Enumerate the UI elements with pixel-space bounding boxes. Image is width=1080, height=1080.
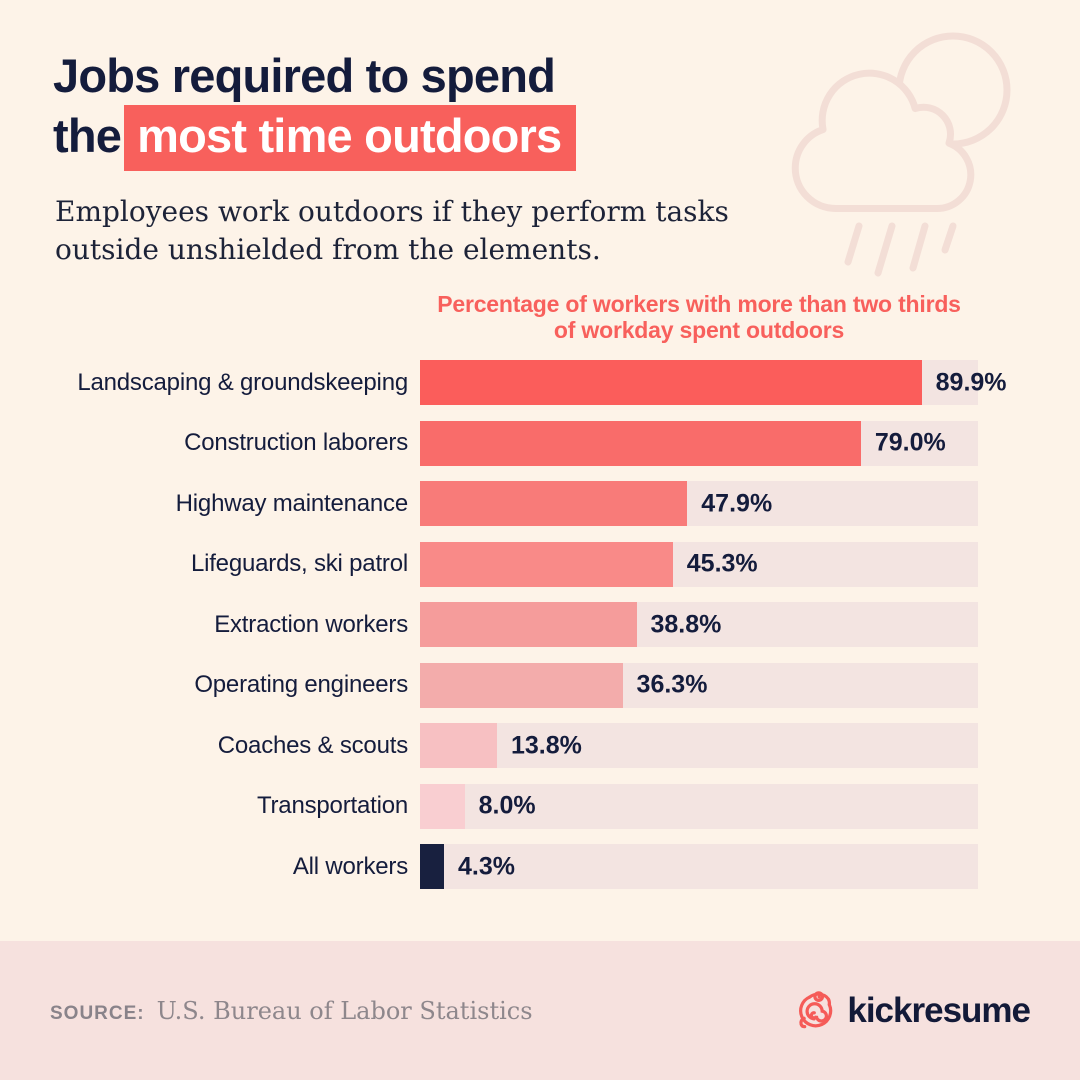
category-label: Highway maintenance [175, 489, 409, 517]
footer: SOURCE: U.S. Bureau of Labor Statistics … [0, 941, 1080, 1080]
value-label: 47.9% [701, 489, 773, 517]
bar-row: Landscaping & groundskeeping 89.9% [0, 360, 1010, 405]
chart-caption: Percentage of workers with more than two… [420, 291, 978, 343]
bar-track: 4.3% [420, 844, 978, 889]
category-label: Operating engineers [194, 671, 408, 698]
title-line2-prefix: the [53, 109, 122, 162]
value-label: 36.3% [636, 670, 708, 699]
bar-fill [420, 723, 497, 768]
value-label: 8.0% [478, 791, 536, 820]
bar-row: Operating engineers 36.3% [0, 662, 1010, 708]
category-label: Construction laborers [184, 429, 408, 456]
bar-fill [420, 662, 623, 708]
category-label: Transportation [256, 792, 408, 819]
bar-fill [420, 541, 673, 587]
chart-caption-line1: Percentage of workers with more than two… [437, 291, 961, 317]
bar-track: 36.3% [420, 662, 978, 708]
bar-track: 38.8% [420, 602, 978, 647]
category-label: Lifeguards, ski patrol [190, 550, 408, 577]
category-label: Extraction workers [214, 610, 408, 638]
bar-fill [420, 420, 861, 466]
bar-track: 45.3% [420, 541, 978, 587]
title-highlight: most time outdoors [124, 105, 577, 171]
source-value: U.S. Bureau of Labor Statistics [156, 996, 533, 1025]
source-label: SOURCE: [50, 1002, 145, 1024]
bar-row: Highway maintenance 47.9% [0, 481, 1010, 526]
brand-logo: kickresume [792, 985, 1031, 1036]
bar-fill [420, 844, 444, 889]
cloud-rain-icon [770, 28, 1030, 278]
bar-track: 79.0% [420, 420, 978, 466]
category-label: Coaches & scouts [217, 731, 408, 759]
category-label: Landscaping & groundskeeping [77, 368, 408, 396]
value-label: 79.0% [874, 428, 946, 457]
brand-name: kickresume [847, 990, 1031, 1030]
bar-fill [420, 360, 922, 405]
bar-row: Transportation 8.0% [0, 783, 1010, 829]
page-title: Jobs required to spend the most time outd… [53, 46, 729, 171]
bar-row: Extraction workers 38.8% [0, 602, 1010, 647]
header: Jobs required to spend the most time outd… [53, 46, 729, 269]
value-label: 13.8% [511, 731, 582, 759]
bar-chart: Landscaping & groundskeeping 89.9% Constru… [0, 360, 1010, 889]
value-label: 45.3% [686, 549, 758, 578]
bar-row: All workers 4.3% [0, 844, 1010, 889]
source: SOURCE: U.S. Bureau of Labor Statistics [50, 997, 533, 1025]
bar-track: 8.0% [420, 783, 978, 829]
bar-row: Construction laborers 79.0% [0, 420, 1010, 466]
bar-track: 13.8% [420, 723, 978, 768]
bar-row: Lifeguards, ski patrol 45.3% [0, 541, 1010, 587]
kickresume-chameleon-icon [792, 985, 838, 1036]
bar-track: 89.9% [420, 360, 1007, 405]
bar-fill [420, 783, 465, 829]
category-label: All workers [292, 852, 408, 880]
subtitle: Employees work outdoors if they perform … [55, 195, 729, 266]
bar-fill [420, 481, 688, 526]
bar-fill [420, 602, 637, 647]
bar-row: Coaches & scouts 13.8% [0, 723, 1010, 768]
value-label: 4.3% [457, 852, 515, 880]
value-label: 89.9% [935, 368, 1007, 396]
bar-track: 47.9% [420, 481, 978, 526]
title-line1: Jobs required to spend [53, 49, 556, 102]
value-label: 38.8% [650, 610, 722, 638]
chart-caption-line2: of workday spent outdoors [553, 317, 845, 343]
